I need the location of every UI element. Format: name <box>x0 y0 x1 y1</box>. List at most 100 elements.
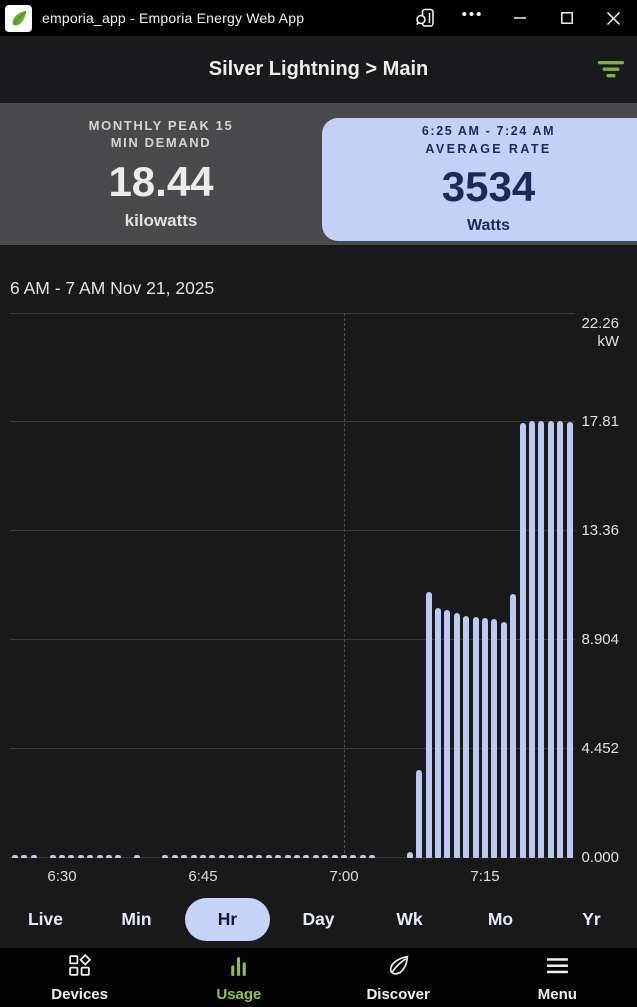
x-axis-tick-label: 7:00 <box>329 868 359 885</box>
usage-bar[interactable] <box>472 616 479 858</box>
usage-bar[interactable] <box>463 615 470 858</box>
tab-wk[interactable]: Wk <box>396 908 423 929</box>
devices-grid-icon <box>67 953 92 983</box>
average-label: AVERAGE RATE <box>425 142 552 156</box>
usage-bar[interactable] <box>482 618 488 858</box>
usage-bar[interactable] <box>237 855 244 858</box>
usage-bar[interactable] <box>200 855 206 858</box>
minimize-icon[interactable] <box>496 0 543 36</box>
tab-hr[interactable]: Hr <box>182 897 273 941</box>
time-range-tabs: Live Min Hr Day Wk Mo Yr <box>0 890 637 948</box>
usage-bar[interactable] <box>294 855 300 858</box>
usage-bar[interactable] <box>134 855 141 858</box>
y-axis-tick-label: 8.904 <box>581 631 619 648</box>
close-icon[interactable] <box>590 0 637 36</box>
usage-bar[interactable] <box>106 855 112 858</box>
usage-bar[interactable] <box>303 855 310 858</box>
usage-bar[interactable] <box>256 855 263 858</box>
usage-bar[interactable] <box>406 851 413 858</box>
window-title: emporia_app - Emporia Energy Web App <box>42 10 305 26</box>
usage-bar[interactable] <box>30 855 37 858</box>
usage-bar[interactable] <box>87 855 94 858</box>
x-axis-tick-label: 6:30 <box>47 868 77 885</box>
y-axis-tick-label: 0.000 <box>581 849 619 866</box>
app-header: Silver Lightning > Main <box>0 36 637 103</box>
x-axis-tick-label: 7:15 <box>470 868 500 885</box>
usage-bar[interactable] <box>444 609 451 858</box>
window-titlebar: emporia_app - Emporia Energy Web App ••• <box>0 0 637 36</box>
tab-day[interactable]: Day <box>302 908 335 929</box>
chart-vline-7am <box>344 313 345 858</box>
usage-bar[interactable] <box>181 855 188 858</box>
usage-bar[interactable] <box>369 855 376 858</box>
usage-bar[interactable] <box>341 855 347 858</box>
usage-bar[interactable] <box>162 855 169 858</box>
usage-bar[interactable] <box>275 855 282 858</box>
nav-usage[interactable]: Usage <box>159 948 318 1007</box>
usage-bar[interactable] <box>209 855 216 858</box>
usage-bar[interactable] <box>547 421 554 858</box>
usage-bar[interactable] <box>77 855 84 858</box>
usage-bar[interactable] <box>218 855 225 858</box>
y-axis-tick-label: 13.36 <box>581 521 619 539</box>
usage-bar[interactable] <box>331 855 338 858</box>
usage-bar[interactable] <box>425 592 432 858</box>
nav-menu[interactable]: Menu <box>478 948 637 1007</box>
tab-live[interactable]: Live <box>27 908 64 929</box>
usage-bar[interactable] <box>284 855 291 858</box>
usage-bar[interactable] <box>12 855 18 858</box>
usage-bar[interactable] <box>96 855 103 858</box>
search-in-app-icon[interactable] <box>402 0 449 36</box>
chart-gridline <box>10 529 575 531</box>
usage-bar[interactable] <box>171 855 178 858</box>
usage-bar[interactable] <box>453 613 460 858</box>
usage-bar[interactable] <box>115 855 122 858</box>
menu-hamburger-icon <box>545 953 570 983</box>
usage-bar[interactable] <box>435 608 441 858</box>
usage-bar[interactable] <box>322 855 329 858</box>
usage-bar[interactable] <box>21 855 28 858</box>
filter-icon[interactable] <box>596 56 626 82</box>
tab-mo[interactable]: Mo <box>487 908 514 929</box>
usage-bar[interactable] <box>519 423 526 858</box>
usage-bar[interactable] <box>265 855 272 858</box>
usage-bar[interactable] <box>59 855 65 858</box>
usage-bar[interactable] <box>529 421 535 858</box>
usage-bar[interactable] <box>566 422 573 858</box>
usage-bar[interactable] <box>247 855 253 858</box>
chart-y-axis: 0.000 4.452 8.904 13.36 17.81 22.26 kW <box>575 313 619 866</box>
usage-bar[interactable] <box>491 619 498 858</box>
usage-bar[interactable] <box>500 621 507 858</box>
more-options-icon[interactable]: ••• <box>461 6 484 23</box>
monthly-peak-stat: MONTHLY PEAK 15 MIN DEMAND 18.44 kilowat… <box>0 103 322 245</box>
usage-bar[interactable] <box>49 855 56 858</box>
usage-bar-chart[interactable]: 6:30 6:45 7:00 7:15 <box>10 313 575 885</box>
usage-bar[interactable] <box>68 855 75 858</box>
chart-period-heading: 6 AM - 7 AM Nov 21, 2025 <box>10 278 215 298</box>
usage-bar[interactable] <box>359 855 366 858</box>
chart-gridline <box>10 639 575 640</box>
usage-bar[interactable] <box>510 593 517 858</box>
usage-bar[interactable] <box>350 855 357 858</box>
tab-min[interactable]: Min <box>121 908 152 929</box>
average-rate-card[interactable]: 6:25 AM - 7:24 AM AVERAGE RATE 3534 Watt… <box>322 118 637 241</box>
y-axis-tick-label: 22.26 <box>581 315 619 332</box>
y-axis-unit-label: kW <box>597 333 619 350</box>
nav-discover[interactable]: Discover <box>319 948 478 1007</box>
usage-bar[interactable] <box>557 421 564 858</box>
usage-bar[interactable] <box>190 855 197 858</box>
peak-value: 18.44 <box>108 158 214 205</box>
maximize-icon[interactable] <box>543 0 590 36</box>
stats-band: MONTHLY PEAK 15 MIN DEMAND 18.44 kilowat… <box>0 103 637 245</box>
y-axis-tick-label: 4.452 <box>581 740 619 757</box>
usage-bar[interactable] <box>538 421 545 858</box>
tab-yr[interactable]: Yr <box>582 908 601 929</box>
usage-bar[interactable] <box>228 855 235 858</box>
nav-devices[interactable]: Devices <box>0 948 159 1007</box>
average-unit: Watts <box>467 217 510 234</box>
usage-bar[interactable] <box>312 855 319 858</box>
app-leaf-icon <box>5 4 32 32</box>
usage-bar[interactable] <box>416 769 423 858</box>
breadcrumb-title: Silver Lightning > Main <box>208 58 429 80</box>
peak-unit: kilowatts <box>124 211 198 230</box>
